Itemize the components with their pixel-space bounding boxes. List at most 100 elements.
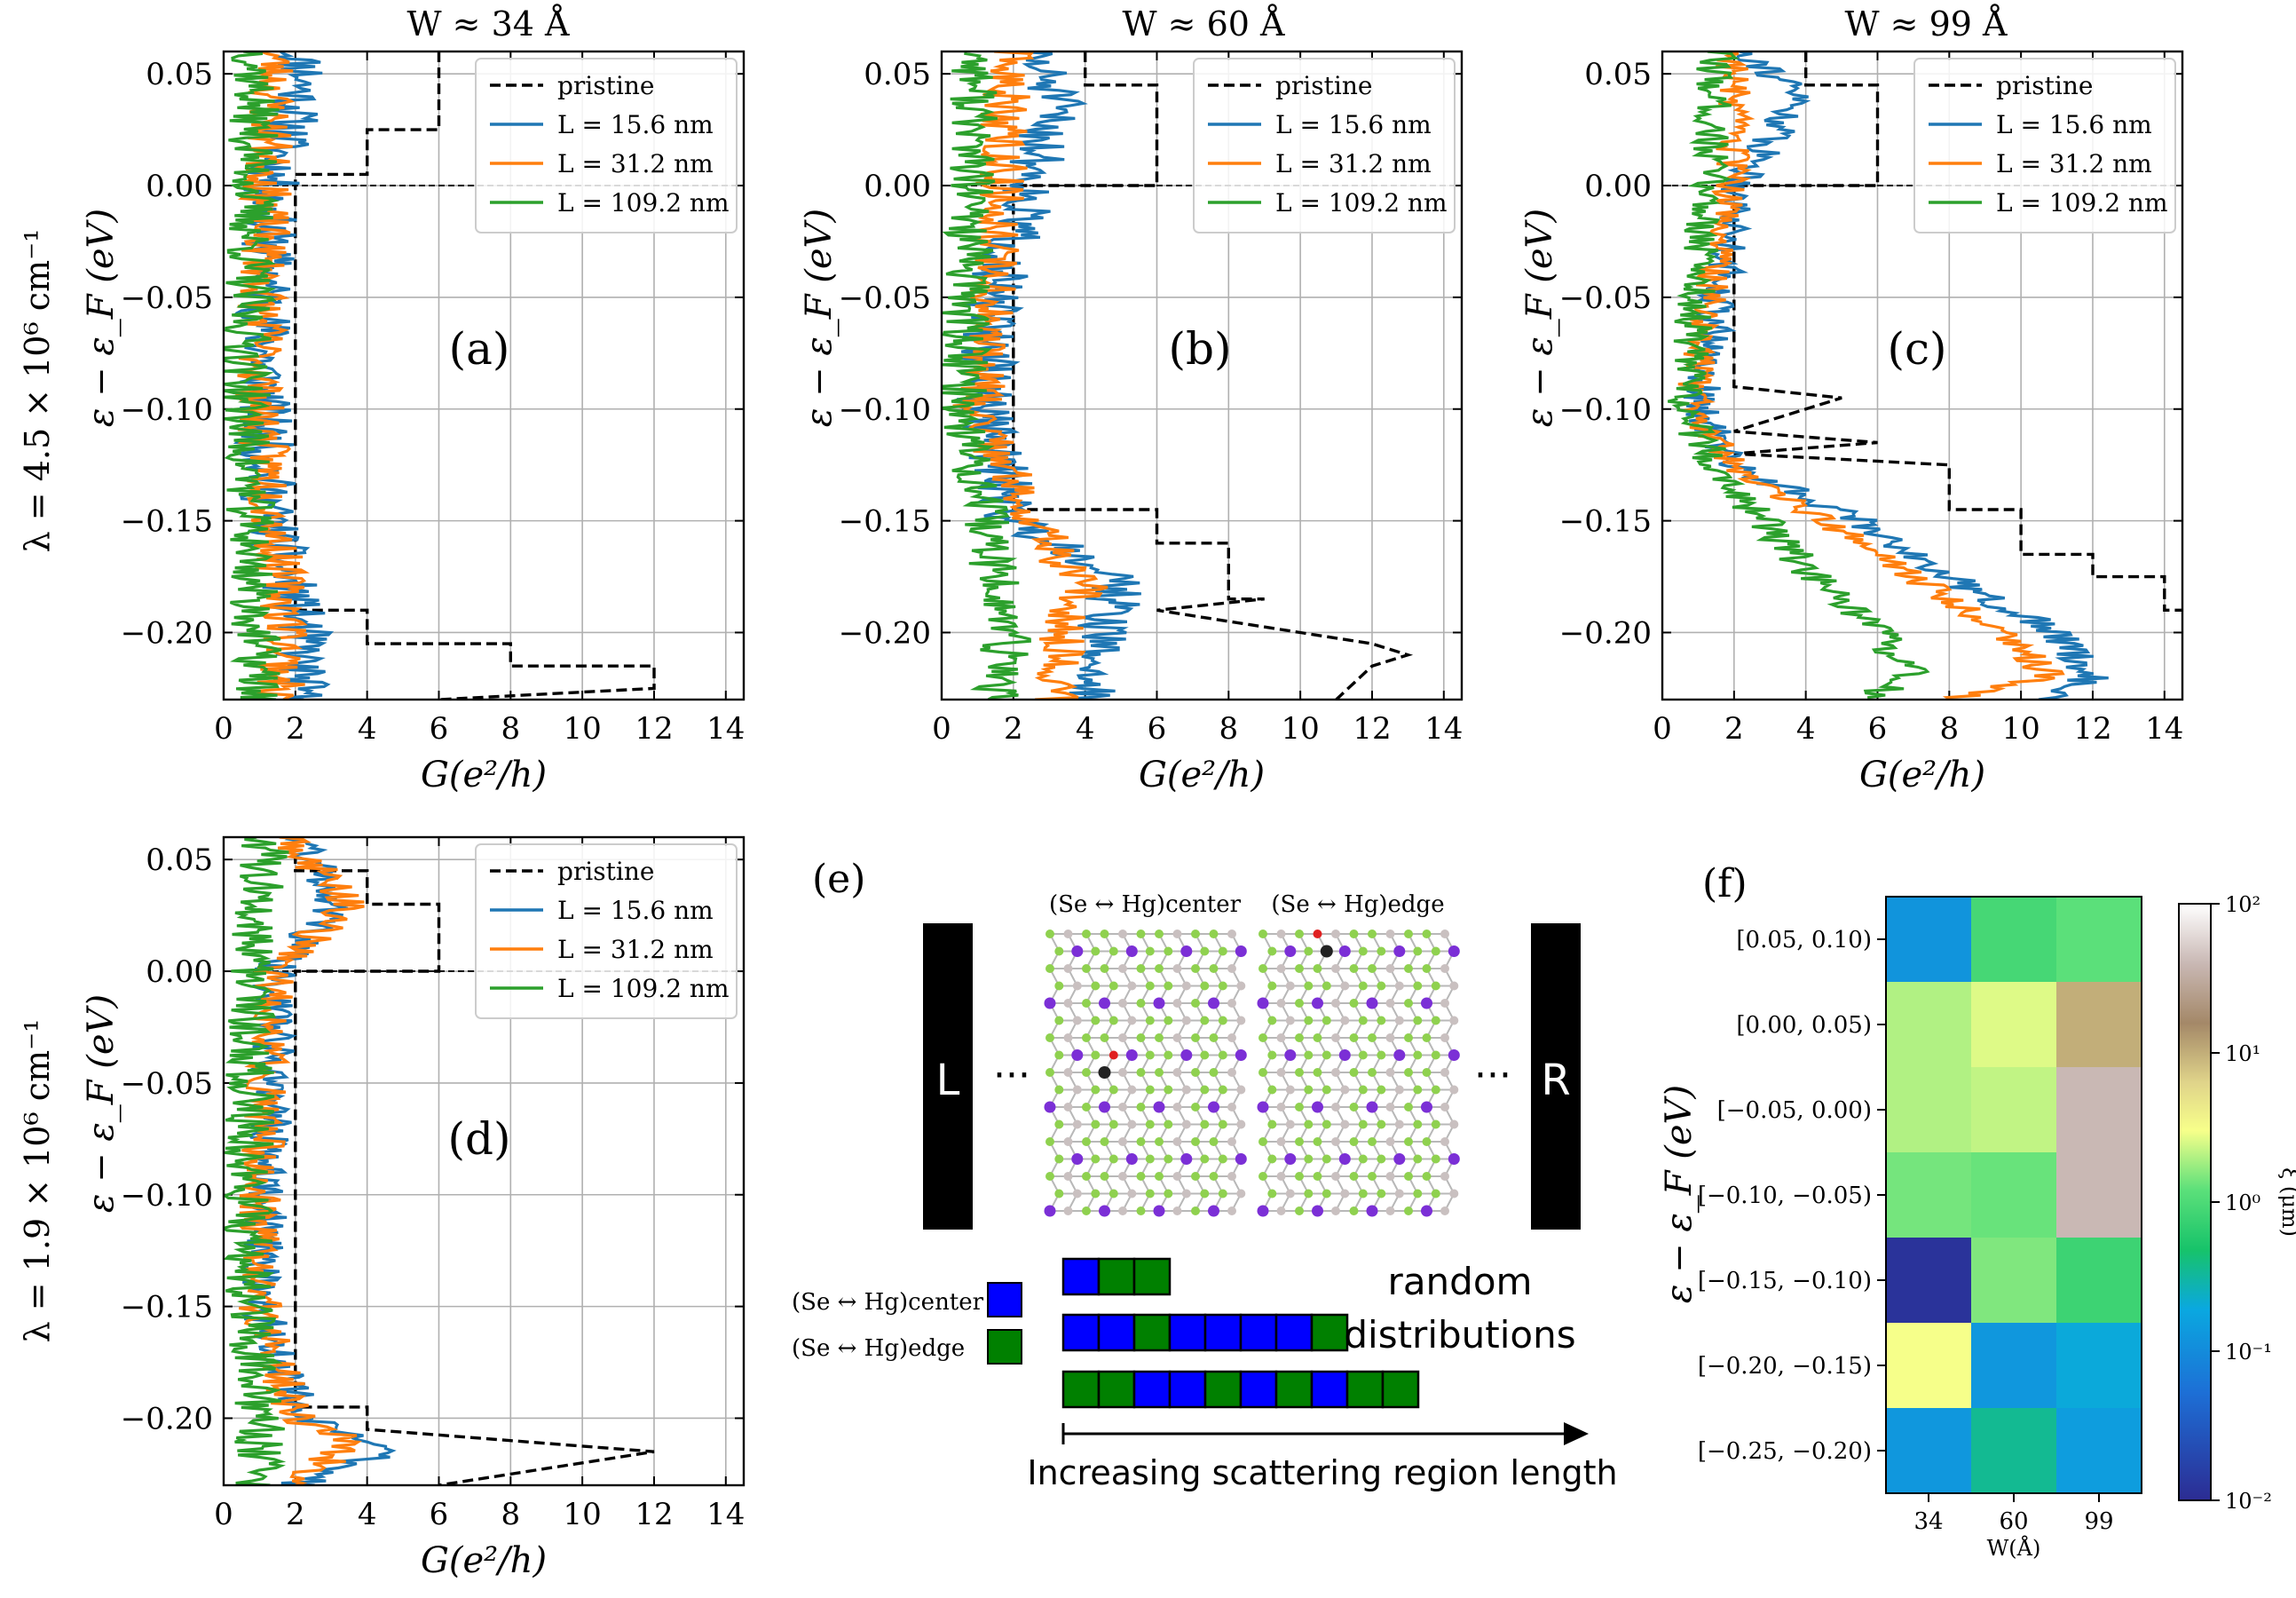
lattice-atom	[1440, 1103, 1449, 1111]
lattice-atom	[1200, 981, 1210, 991]
lattice-atom	[1312, 1101, 1323, 1113]
lattice-atom	[1366, 997, 1378, 1009]
lattice-atom	[1304, 1016, 1314, 1025]
lattice-atom	[1236, 981, 1246, 991]
y-tick-label: 0.00	[864, 169, 931, 204]
lattice-atom	[1404, 1137, 1413, 1146]
lattice-atom	[1109, 946, 1118, 956]
colorbar-tick-label: 10⁰	[2225, 1191, 2260, 1215]
lattice-atom	[1404, 999, 1413, 1008]
lattice-atom	[1267, 1050, 1277, 1060]
lattice-atom	[1109, 1189, 1118, 1198]
lattice-atom	[1164, 1154, 1173, 1164]
lattice-atom	[1413, 1016, 1423, 1025]
lattice-atom	[1258, 1137, 1267, 1146]
lattice-atom	[1394, 981, 1404, 991]
lattice-atom	[1257, 1101, 1269, 1113]
lattice-atom	[1145, 981, 1155, 991]
lattice-atom	[1209, 1033, 1219, 1042]
lattice-atom	[1054, 981, 1064, 991]
lattice-atom	[1054, 1154, 1064, 1164]
lattice-atom	[1063, 1206, 1073, 1215]
legend-box	[1193, 58, 1456, 233]
lattice-atom	[1358, 1085, 1368, 1095]
legend-entry: L = 15.6 nm	[1275, 110, 1432, 139]
lattice-atom	[1145, 1154, 1155, 1164]
lattice-atom	[1448, 1049, 1460, 1061]
lattice-atom	[1164, 1050, 1173, 1060]
x-tick-label: 2	[1724, 711, 1744, 747]
lattice-atom	[1349, 1206, 1359, 1215]
column-title-34: W ≈ 34 Å	[407, 4, 570, 44]
lattice-atom	[1394, 1016, 1404, 1025]
lattice-atom	[1431, 1119, 1440, 1129]
lattice-atom	[1180, 945, 1193, 957]
lattice-atom	[1200, 1085, 1210, 1095]
lattice-atom	[1331, 1033, 1340, 1042]
lattice-atom	[1200, 1050, 1210, 1060]
lattice-atom	[1063, 1068, 1073, 1077]
row-label-lambda-1-9: λ = 1.9 × 10⁶ cm⁻¹	[18, 1019, 57, 1343]
colorbar-tick-label: 10²	[2225, 892, 2260, 917]
x-tick-label: 0	[214, 711, 233, 747]
x-tick-label: 10	[2002, 711, 2040, 747]
lattice-atom	[1155, 930, 1164, 938]
lattice-atom	[1338, 945, 1351, 957]
lattice-atom	[1313, 964, 1322, 973]
lattice-atom	[1181, 1119, 1191, 1129]
plot-frame	[222, 835, 746, 1487]
y-tick-label: 0.00	[146, 169, 213, 204]
x-tick-label: 0	[214, 1497, 233, 1532]
lead-left	[923, 923, 973, 1230]
x-tick-label: 0	[932, 711, 951, 747]
lattice-atom	[1082, 999, 1091, 1008]
lattice-atom	[1377, 946, 1386, 956]
legend-entry: pristine	[1275, 71, 1372, 100]
lattice-atom	[1071, 1153, 1084, 1165]
heatmap-cell	[1886, 897, 1971, 982]
x-tick-label: 6	[1868, 711, 1888, 747]
lattice-atom	[1164, 1119, 1173, 1129]
legend-entry: L = 109.2 nm	[1275, 188, 1448, 218]
lattice-atom	[1218, 981, 1227, 991]
legend-box	[475, 843, 738, 1019]
lattice-atom	[1285, 1119, 1295, 1129]
y-axis-label: ε − ε_F (eV)	[81, 994, 122, 1213]
lattice-atom	[1054, 1119, 1064, 1129]
y-tick-label: −0.15	[121, 504, 213, 540]
lattice-atom	[1422, 1137, 1432, 1146]
sequence-square-center	[1310, 1370, 1349, 1409]
x-tick-label: 4	[358, 1497, 377, 1532]
lattice-atom	[1304, 946, 1314, 956]
lattice-atom	[1209, 964, 1219, 973]
lattice-atom	[1054, 1085, 1064, 1095]
x-tick-label: 12	[2073, 711, 2111, 747]
y-axis-label: ε − ε_F (eV)	[1519, 209, 1560, 427]
x-axis-label: G(e²/h)	[1859, 755, 1985, 795]
legend-entry: L = 15.6 nm	[1996, 110, 2152, 139]
lattice-atom	[1338, 1153, 1351, 1165]
lattice-atom	[1393, 945, 1406, 957]
lattice-atom	[1191, 1068, 1200, 1077]
lattice-atom	[1258, 1172, 1267, 1181]
y-tick-label: −0.10	[121, 1178, 213, 1214]
lattice-atom	[1072, 1189, 1082, 1198]
heatmap-cell	[2056, 897, 2142, 982]
lattice-atom	[1449, 981, 1459, 991]
lattice-atom	[1431, 1016, 1440, 1025]
heatmap-cell	[1971, 1408, 2056, 1493]
lattice-atom	[1155, 964, 1164, 973]
lattice-atom	[1404, 1172, 1413, 1181]
lattice-atom	[1118, 1068, 1127, 1077]
lattice-atom	[1155, 1068, 1164, 1077]
lead-left-label: L	[936, 1056, 960, 1105]
panel-a-plot: 0 2 4 6 8 10 12 14 0.05 0.00 −0.05 −0.10 −0.15 −0.20 G…	[81, 50, 745, 795]
lattice-atom	[1164, 981, 1173, 991]
lattice-atom	[1285, 981, 1295, 991]
panel-label: (b)	[1168, 323, 1231, 375]
series-line-31-2nm	[237, 837, 365, 1485]
x-axis-label: G(e²/h)	[421, 755, 547, 795]
lattice-atom	[1431, 1050, 1440, 1060]
lattice-atom	[1044, 997, 1056, 1009]
lattice-atom	[1349, 1068, 1359, 1077]
